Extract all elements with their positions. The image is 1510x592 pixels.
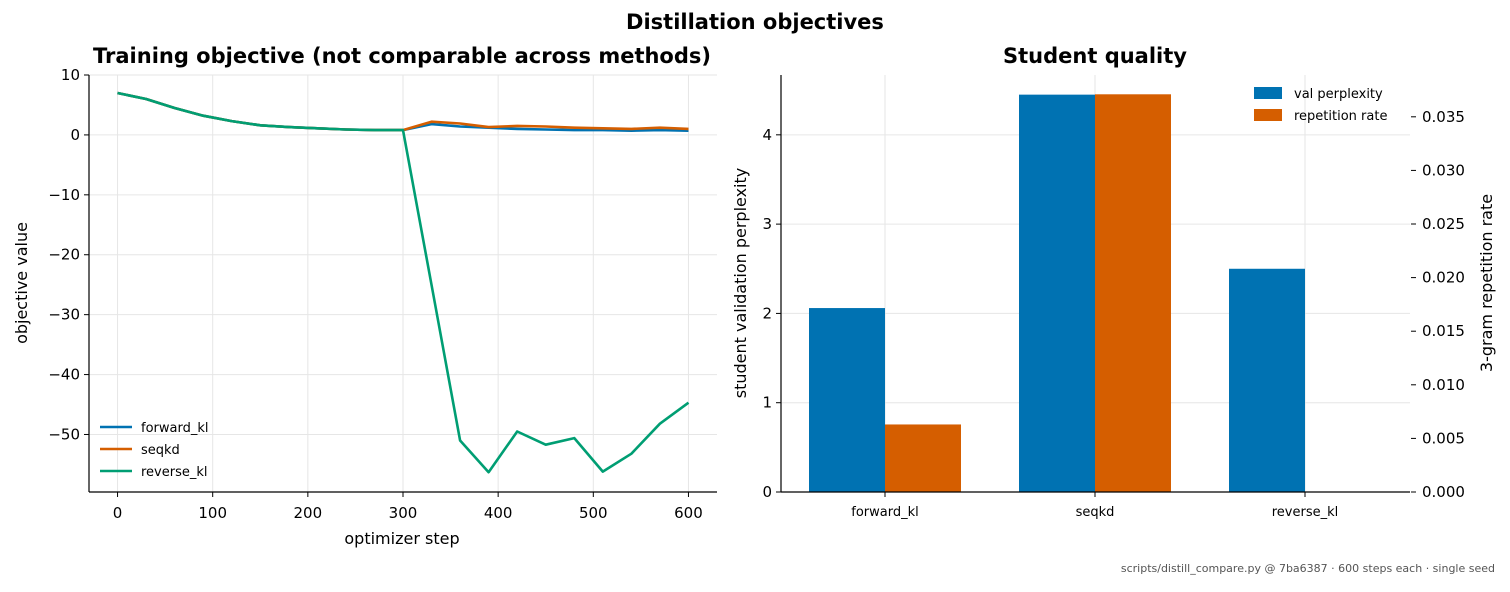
y-tick-label: 0 — [762, 483, 772, 501]
bar-chart-title: Student quality — [1003, 44, 1187, 68]
x-tick-label: reverse_kl — [1272, 505, 1339, 520]
y2-tick-label: 0.015 — [1422, 322, 1465, 340]
bar-val-perplexity-seqkd — [1019, 94, 1095, 493]
x-tick-label: 0 — [113, 504, 123, 522]
legend-label-seqkd: seqkd — [141, 443, 180, 458]
legend-swatch-repetition-rate — [1254, 109, 1282, 121]
y-tick-label: −50 — [48, 425, 80, 443]
y-tick-label: 1 — [762, 394, 772, 412]
bar-chart-panel: 0 1 2 3 4 0.000 0.005 0.010 0.015 0.020 0.025 0.030… — [731, 44, 1496, 520]
y2-tick-label: 0.010 — [1422, 376, 1465, 394]
x-tick-label: 400 — [484, 504, 513, 522]
y2-tick-label: 0.030 — [1422, 161, 1465, 179]
y2-tick-label: 0.035 — [1422, 108, 1465, 126]
y-tick-label: 2 — [762, 304, 772, 322]
legend-swatch-val-perplexity — [1254, 87, 1282, 99]
bar-repetition-rate-seqkd — [1095, 94, 1171, 493]
y-tick-label: −30 — [48, 306, 80, 324]
bar-val-perplexity-reverse_kl — [1229, 268, 1305, 492]
figure-footer: scripts/distill_compare.py @ 7ba6387 · 6… — [1121, 562, 1495, 575]
x-tick-label: seqkd — [1076, 505, 1115, 520]
x-tick-label: 500 — [579, 504, 608, 522]
bar-chart-y2label: 3-gram repetition rate — [1477, 194, 1496, 372]
y-tick-label: −20 — [48, 246, 80, 264]
legend-label-forward_kl: forward_kl — [141, 421, 208, 436]
y-tick-label: 4 — [762, 126, 772, 144]
y-tick-label: −40 — [48, 366, 80, 384]
x-tick-label: 100 — [198, 504, 227, 522]
line-chart-ylabel: objective value — [12, 222, 31, 344]
bar-val-perplexity-forward_kl — [809, 308, 885, 492]
bar-chart-ticks: 0 1 2 3 4 0.000 0.005 0.010 0.015 0.020 0.025 0.030… — [762, 108, 1465, 520]
y2-tick-label: 0.000 — [1422, 483, 1465, 501]
y2-tick-label: 0.005 — [1422, 429, 1465, 447]
line-chart-title: Training objective (not comparable acros… — [93, 44, 711, 68]
series-line-reverse_kl — [117, 91, 690, 474]
figure-title: Distillation objectives — [626, 10, 884, 34]
x-tick-label: forward_kl — [851, 505, 918, 520]
bar-chart-legend: val perplexity repetition rate — [1254, 87, 1387, 124]
y2-tick-label: 0.025 — [1422, 215, 1465, 233]
bar-chart-bars — [809, 94, 1305, 493]
y-tick-label: 3 — [762, 215, 772, 233]
legend-label-reverse_kl: reverse_kl — [141, 465, 208, 480]
line-chart-grid — [89, 74, 717, 492]
y-tick-label: 0 — [70, 126, 80, 144]
legend-label-repetition-rate: repetition rate — [1294, 109, 1387, 124]
bar-chart-ylabel: student validation perplexity — [731, 168, 750, 399]
line-chart-xlabel: optimizer step — [344, 529, 459, 548]
x-tick-label: 200 — [294, 504, 323, 522]
y2-tick-label: 0.020 — [1422, 269, 1465, 287]
line-chart-series — [117, 91, 690, 474]
bar-repetition-rate-forward_kl — [885, 424, 961, 492]
x-tick-label: 300 — [389, 504, 418, 522]
legend-label-val-perplexity: val perplexity — [1294, 87, 1383, 102]
y-tick-label: 10 — [61, 66, 80, 84]
x-tick-label: 600 — [674, 504, 703, 522]
y-tick-label: −10 — [48, 186, 80, 204]
